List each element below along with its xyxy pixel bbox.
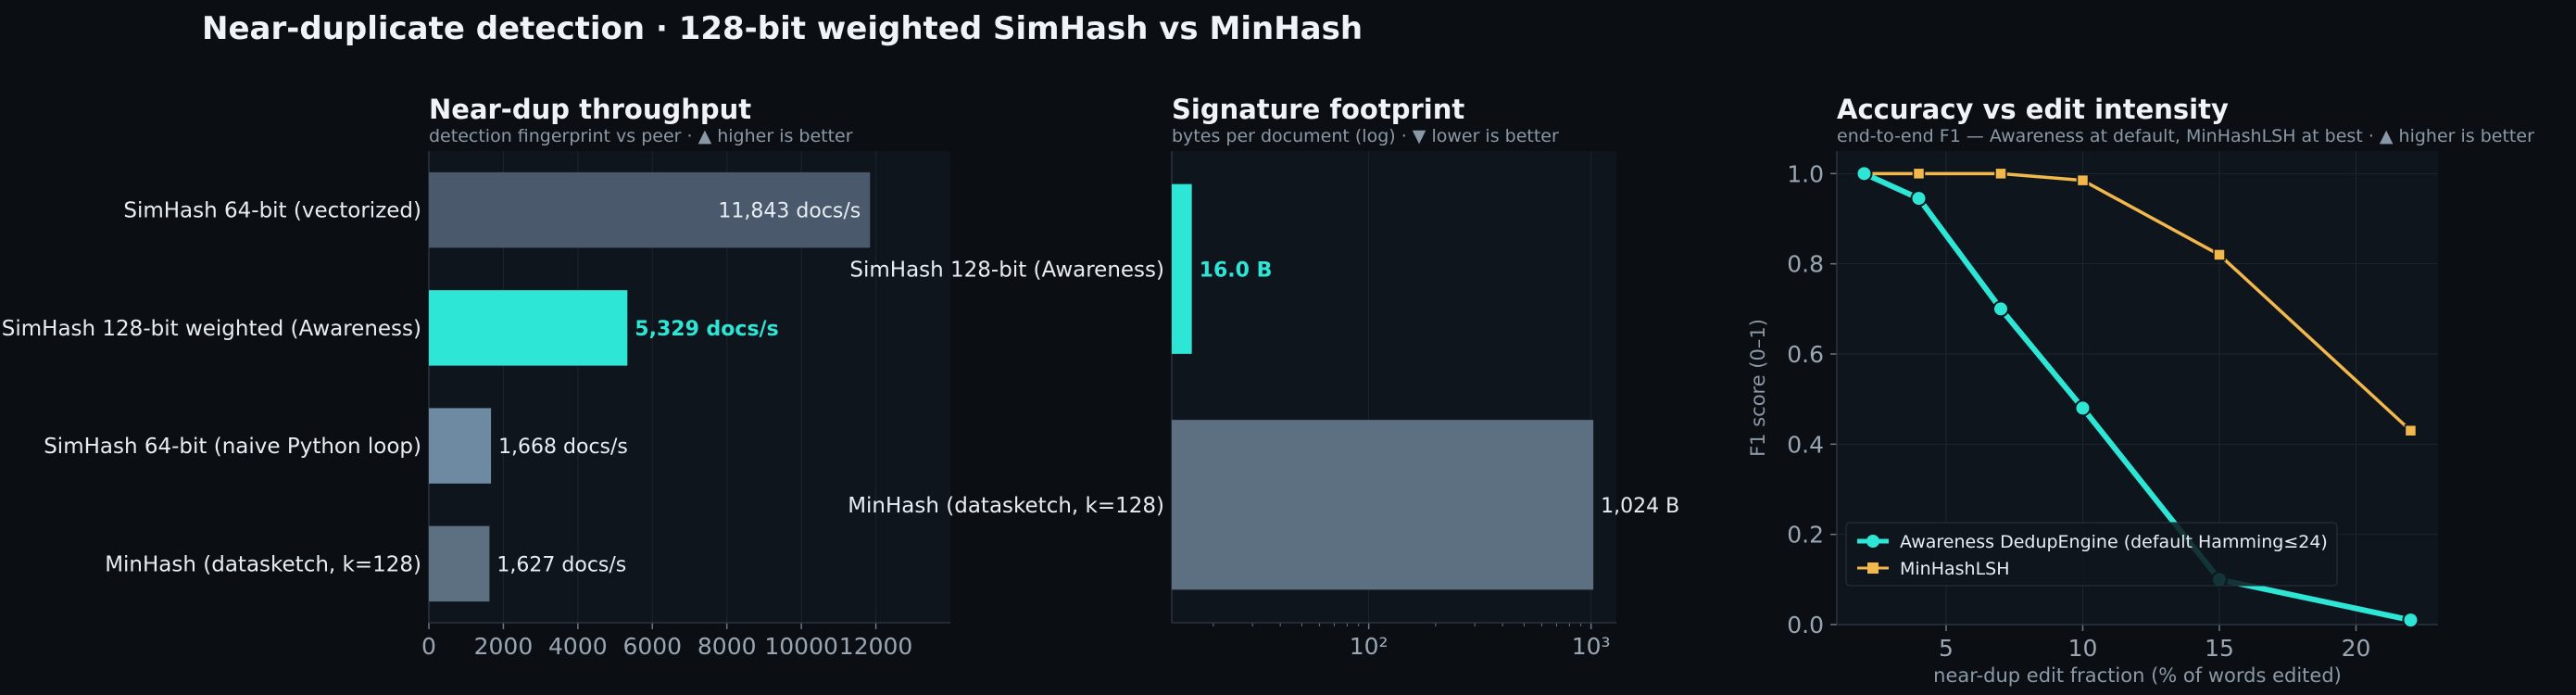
data-point	[1912, 167, 1926, 181]
figure-title: Near-duplicate detection · 128-bit weigh…	[202, 10, 1363, 47]
y-tick-label: 0.2	[1787, 522, 1824, 549]
x-tick-label: 12000	[839, 633, 913, 660]
legend-swatch-marker	[1866, 535, 1879, 548]
category-label: MinHash (datasketch, k=128)	[848, 494, 1164, 518]
series-line	[1863, 171, 2412, 624]
bar	[429, 171, 871, 248]
bar	[1172, 183, 1192, 354]
y-tick-label: 0.6	[1787, 341, 1824, 368]
x-axis-label: near-dup edit fraction (% of words edite…	[1933, 664, 2342, 687]
data-point	[1910, 190, 1928, 208]
legend-box	[1845, 522, 2338, 587]
x-tick-label: 10	[2068, 635, 2098, 662]
data-point	[2076, 173, 2090, 187]
category-label: SimHash 128-bit (Awareness)	[849, 258, 1164, 282]
data-point	[2213, 248, 2226, 261]
series-line	[1864, 171, 2412, 433]
footprint-subtitle: bytes per document (log) · ▼ lower is be…	[1172, 126, 1559, 146]
y-tick-label: 0.0	[1787, 612, 1824, 638]
accuracy-subtitle: end-to-end F1 — Awareness at default, Mi…	[1837, 126, 2534, 146]
x-tick-label: 10000	[764, 633, 838, 660]
data-point	[2074, 399, 2092, 417]
data-point	[1855, 165, 1873, 183]
y-axis-label: F1 score (0–1)	[1747, 319, 1769, 457]
value-label: 11,843 docs/s	[718, 200, 861, 223]
x-tick-label: 10²	[1350, 633, 1389, 660]
accuracy-chart: Accuracy vs edit intensity end-to-end F1…	[1747, 94, 2534, 687]
x-tick-label: 15	[2205, 635, 2234, 662]
bar	[429, 525, 490, 602]
throughput-title: Near-dup throughput	[429, 94, 751, 125]
legend-label: Awareness DedupEngine (default Hamming≤2…	[1900, 532, 2328, 552]
data-point	[2402, 612, 2419, 629]
footprint-title: Signature footprint	[1172, 94, 1464, 125]
value-label: 1,668 docs/s	[498, 436, 628, 459]
category-label: SimHash 128-bit weighted (Awareness)	[2, 317, 421, 341]
x-tick-label: 20	[2342, 635, 2371, 662]
x-tick-label: 6000	[622, 633, 682, 660]
value-label: 1,024 B	[1601, 495, 1679, 518]
data-point	[1994, 167, 2007, 181]
throughput-subtitle: detection fingerprint vs peer · ▲ higher…	[429, 126, 853, 146]
footprint-chart: Signature footprint bytes per document (…	[848, 94, 1679, 660]
value-label: 1,627 docs/s	[496, 553, 626, 576]
x-tick-label: 8000	[697, 633, 757, 660]
x-tick-label: 4000	[548, 633, 608, 660]
value-label: 5,329 docs/s	[635, 318, 778, 341]
throughput-chart: Near-dup throughput detection fingerprin…	[2, 94, 950, 660]
x-tick-label: 10³	[1572, 633, 1611, 660]
data-point	[2404, 423, 2418, 437]
category-label: SimHash 64-bit (naive Python loop)	[44, 435, 421, 459]
legend-label: MinHashLSH	[1900, 559, 2010, 579]
y-tick-label: 0.8	[1787, 251, 1824, 278]
y-tick-label: 1.0	[1787, 160, 1824, 187]
legend-swatch-marker	[1867, 562, 1879, 574]
category-label: MinHash (datasketch, k=128)	[105, 552, 421, 576]
bar	[1172, 420, 1594, 590]
value-label: 16.0 B	[1200, 259, 1273, 282]
bar	[429, 290, 628, 366]
bar	[429, 408, 492, 484]
category-label: SimHash 64-bit (vectorized)	[123, 199, 421, 223]
data-point	[1992, 300, 2009, 318]
x-tick-label: 2000	[474, 633, 534, 660]
x-tick-label: 0	[421, 633, 436, 660]
x-tick-label: 5	[1939, 635, 1954, 662]
y-tick-label: 0.4	[1787, 431, 1824, 458]
accuracy-title: Accuracy vs edit intensity	[1837, 94, 2229, 125]
